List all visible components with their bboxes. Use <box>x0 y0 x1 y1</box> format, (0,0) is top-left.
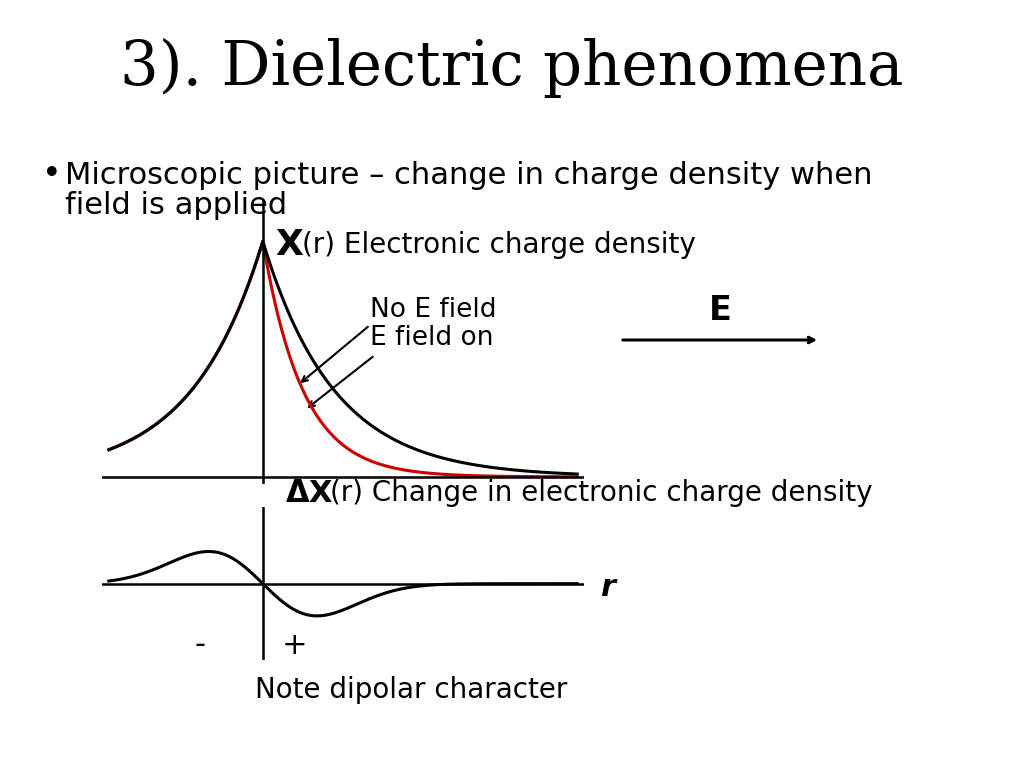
Text: •: • <box>42 158 61 191</box>
Text: Microscopic picture – change in charge density when: Microscopic picture – change in charge d… <box>65 161 872 190</box>
Text: r: r <box>600 574 615 603</box>
Text: No E field: No E field <box>370 297 497 323</box>
Text: E: E <box>709 293 731 326</box>
Text: $\mathbf{X}$: $\mathbf{X}$ <box>275 228 304 262</box>
Text: $\mathbf{\Delta X}$: $\mathbf{\Delta X}$ <box>285 478 334 508</box>
Text: field is applied: field is applied <box>65 190 287 220</box>
Text: +: + <box>283 631 308 660</box>
Text: E field on: E field on <box>370 325 494 351</box>
Text: (r) Electronic charge density: (r) Electronic charge density <box>302 231 695 259</box>
Text: (r) Change in electronic charge density: (r) Change in electronic charge density <box>330 479 872 507</box>
Text: Note dipolar character: Note dipolar character <box>255 676 567 704</box>
Text: 3). Dielectric phenomena: 3). Dielectric phenomena <box>120 38 904 98</box>
Text: -: - <box>195 631 206 660</box>
